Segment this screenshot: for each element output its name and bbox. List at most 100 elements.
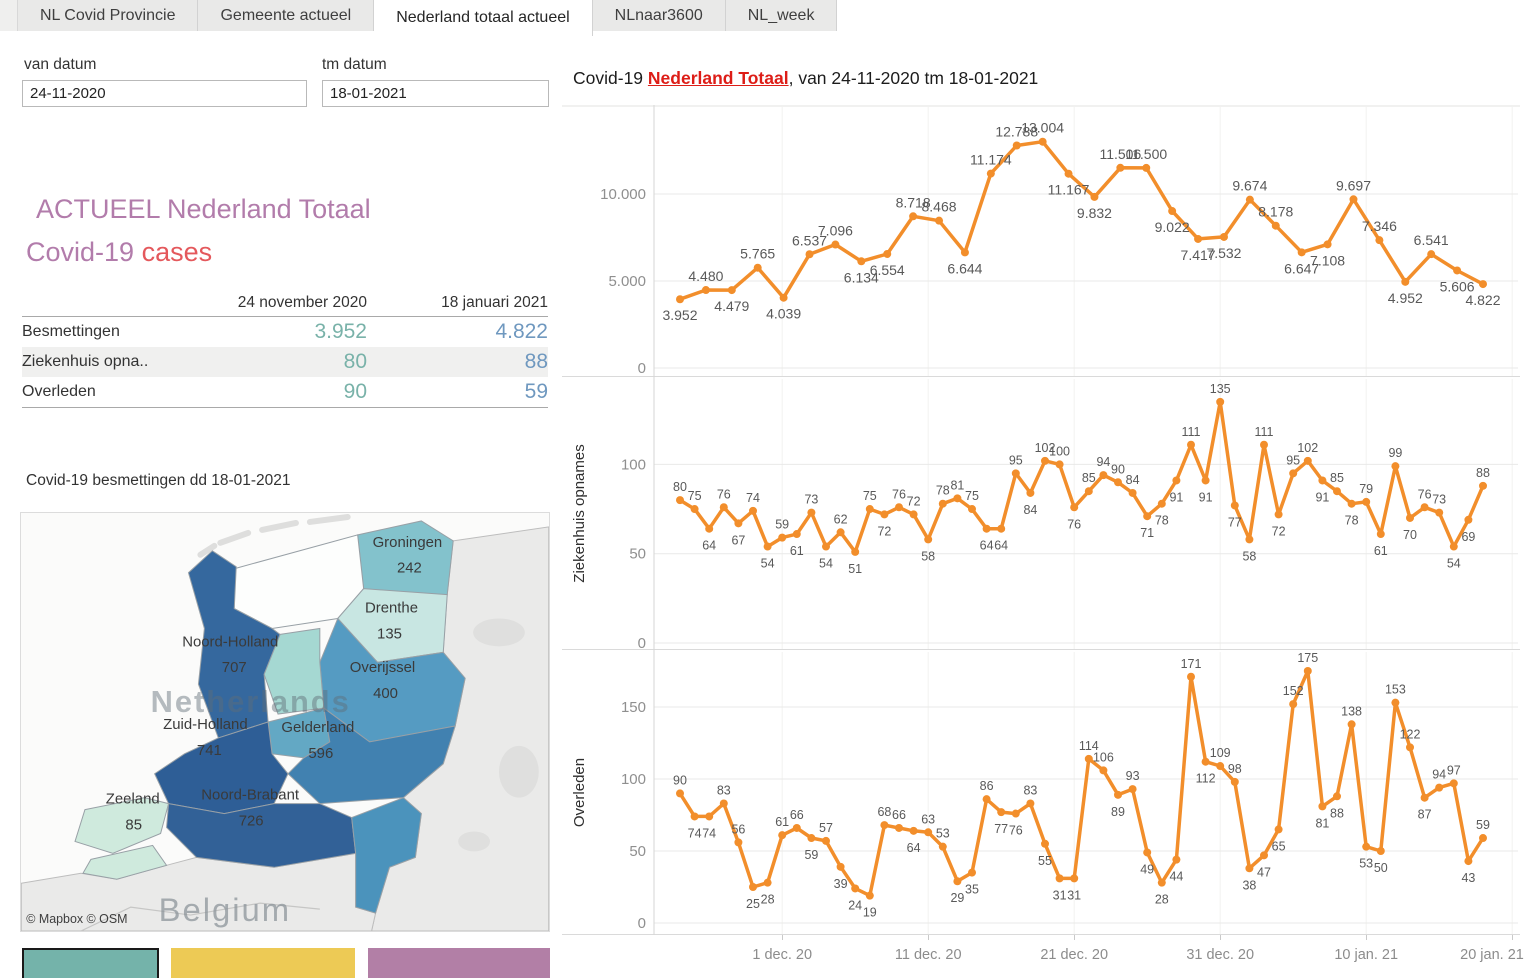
province-limburg[interactable] xyxy=(351,797,422,914)
data-point[interactable] xyxy=(1318,802,1327,811)
data-point[interactable] xyxy=(997,524,1006,533)
data-point[interactable] xyxy=(1333,487,1341,496)
data-point[interactable] xyxy=(1289,700,1298,709)
data-point[interactable] xyxy=(1011,809,1020,818)
data-point[interactable] xyxy=(1349,195,1358,204)
table-row-besmettingen[interactable]: Besmettingen 3.952 4.822 xyxy=(22,317,548,347)
data-point[interactable] xyxy=(1143,512,1152,521)
data-point[interactable] xyxy=(865,505,874,514)
van-datum-input[interactable] xyxy=(22,80,307,107)
data-point[interactable] xyxy=(1375,236,1384,245)
data-point[interactable] xyxy=(1216,397,1225,406)
data-point[interactable] xyxy=(805,250,814,259)
data-point[interactable] xyxy=(982,524,991,533)
data-point[interactable] xyxy=(1070,874,1079,883)
data-point[interactable] xyxy=(1435,783,1444,792)
data-point[interactable] xyxy=(1406,743,1414,752)
data-point[interactable] xyxy=(1194,234,1203,243)
data-point[interactable] xyxy=(895,823,903,832)
data-point[interactable] xyxy=(734,838,743,847)
data-point[interactable] xyxy=(690,505,699,514)
data-point[interactable] xyxy=(982,795,991,804)
data-point[interactable] xyxy=(749,506,757,515)
data-point[interactable] xyxy=(1245,864,1254,873)
data-point[interactable] xyxy=(986,169,995,178)
tab-nlnaar3600[interactable]: NLnaar3600 xyxy=(592,0,726,31)
data-point[interactable] xyxy=(938,842,947,851)
data-point[interactable] xyxy=(1449,542,1458,551)
data-point[interactable] xyxy=(1260,440,1268,449)
data-point[interactable] xyxy=(1271,221,1280,230)
data-point[interactable] xyxy=(924,828,933,837)
data-point[interactable] xyxy=(719,503,728,512)
data-point[interactable] xyxy=(1084,487,1093,496)
data-point[interactable] xyxy=(1201,476,1210,485)
data-point[interactable] xyxy=(953,494,962,503)
data-point[interactable] xyxy=(851,884,860,893)
data-point[interactable] xyxy=(807,834,816,843)
data-point[interactable] xyxy=(792,823,801,832)
map-container[interactable]: Netherlands Belgium © Mapbox © OSM Groni… xyxy=(20,512,550,932)
data-point[interactable] xyxy=(1055,460,1064,469)
province-gelderland[interactable] xyxy=(287,706,456,805)
data-point[interactable] xyxy=(734,519,743,528)
data-point[interactable] xyxy=(779,293,788,302)
data-point[interactable] xyxy=(1055,874,1064,883)
data-point[interactable] xyxy=(909,826,918,835)
data-point[interactable] xyxy=(1230,501,1239,510)
data-point[interactable] xyxy=(1347,720,1356,729)
data-point[interactable] xyxy=(1362,497,1371,506)
data-point[interactable] xyxy=(968,868,976,877)
data-point[interactable] xyxy=(865,891,874,900)
netherlands-choropleth-map[interactable]: Netherlands Belgium © Mapbox © OSM Groni… xyxy=(20,513,550,932)
table-row-ziekenhuis[interactable]: Ziekenhuis opna.. 80 88 xyxy=(22,347,548,377)
data-point[interactable] xyxy=(701,286,710,295)
chart-besmettingen[interactable]: 0 5.000 10.000 3.952 4.480 4.479 5.765 4.039 6.5… xyxy=(562,105,1520,377)
data-point[interactable] xyxy=(1064,169,1073,178)
data-point[interactable] xyxy=(1376,530,1385,539)
data-point[interactable] xyxy=(778,831,787,840)
data-point[interactable] xyxy=(1201,757,1210,766)
province-noord-holland[interactable] xyxy=(187,550,281,739)
data-point[interactable] xyxy=(1157,499,1166,508)
data-point[interactable] xyxy=(1401,277,1410,286)
data-point[interactable] xyxy=(1099,766,1108,775)
data-point[interactable] xyxy=(1362,842,1371,851)
data-point[interactable] xyxy=(1406,513,1414,522)
legend-swatch-1[interactable] xyxy=(171,948,355,978)
data-point[interactable] xyxy=(1090,192,1099,201)
data-point[interactable] xyxy=(997,808,1006,817)
province-zeeland-south[interactable] xyxy=(82,844,168,880)
data-point[interactable] xyxy=(1376,847,1385,855)
tab-nederland-totaal-actueel[interactable]: Nederland totaal actueel xyxy=(374,0,593,36)
data-point[interactable] xyxy=(1099,471,1108,480)
data-point[interactable] xyxy=(935,216,944,225)
data-point[interactable] xyxy=(753,263,762,272)
data-point[interactable] xyxy=(1289,469,1298,478)
data-point[interactable] xyxy=(831,240,840,249)
data-point[interactable] xyxy=(1297,248,1306,257)
data-point[interactable] xyxy=(1274,825,1283,834)
data-point[interactable] xyxy=(909,212,918,221)
data-point[interactable] xyxy=(851,547,860,556)
tab-gemeente-actueel[interactable]: Gemeente actueel xyxy=(198,0,375,31)
tab-nl-week[interactable]: NL_week xyxy=(725,0,838,31)
data-point[interactable] xyxy=(1245,535,1254,544)
data-point[interactable] xyxy=(822,836,830,845)
data-point[interactable] xyxy=(1116,163,1125,172)
data-point[interactable] xyxy=(1323,240,1332,249)
data-point[interactable] xyxy=(1143,848,1152,857)
data-point[interactable] xyxy=(1435,508,1444,517)
data-point[interactable] xyxy=(1216,762,1225,771)
data-point[interactable] xyxy=(807,508,816,517)
data-point[interactable] xyxy=(1464,857,1473,866)
data-point[interactable] xyxy=(1084,754,1093,763)
data-point[interactable] xyxy=(1303,456,1312,465)
data-point[interactable] xyxy=(880,821,889,830)
data-point[interactable] xyxy=(1449,779,1458,788)
data-point[interactable] xyxy=(1260,851,1268,860)
data-point[interactable] xyxy=(953,877,962,886)
data-point[interactable] xyxy=(1479,280,1487,289)
